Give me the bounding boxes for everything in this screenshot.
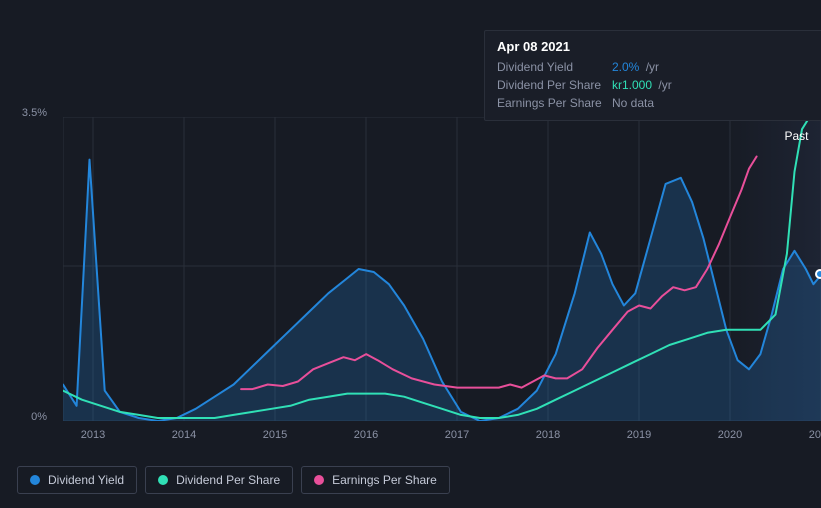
- tooltip-value: 2.0% /yr: [612, 60, 811, 74]
- chart-tooltip: Apr 08 2021 Dividend Yield2.0% /yrDivide…: [484, 30, 821, 121]
- tooltip-label: Dividend Yield: [497, 60, 612, 74]
- x-axis-label: 2013: [81, 429, 105, 441]
- x-axis-label: 2021: [809, 429, 821, 441]
- x-axis-label: 2019: [627, 429, 651, 441]
- legend-dot-icon: [158, 475, 168, 485]
- y-axis-label: 0%: [17, 411, 47, 423]
- y-axis-label: 3.5%: [17, 107, 47, 119]
- chart-plot[interactable]: [63, 117, 821, 421]
- x-axis-label: 2015: [263, 429, 287, 441]
- x-axis-label: 2014: [172, 429, 196, 441]
- tooltip-row: Dividend Per Sharekr1.000 /yr: [497, 76, 811, 94]
- tooltip-label: Dividend Per Share: [497, 78, 612, 92]
- legend-item[interactable]: Dividend Per Share: [145, 466, 293, 494]
- x-axis-label: 2016: [354, 429, 378, 441]
- legend-label: Dividend Per Share: [176, 473, 280, 487]
- chart-container: Apr 08 2021 Dividend Yield2.0% /yrDivide…: [17, 0, 804, 450]
- legend-label: Dividend Yield: [48, 473, 124, 487]
- series-end-marker: [815, 269, 821, 279]
- legend-label: Earnings Per Share: [332, 473, 437, 487]
- tooltip-row: Dividend Yield2.0% /yr: [497, 58, 811, 76]
- legend-item[interactable]: Earnings Per Share: [301, 466, 450, 494]
- tooltip-row: Earnings Per ShareNo data: [497, 94, 811, 112]
- x-axis-label: 2017: [445, 429, 469, 441]
- x-axis-label: 2020: [718, 429, 742, 441]
- past-label: Past: [784, 129, 808, 143]
- legend-dot-icon: [30, 475, 40, 485]
- legend-dot-icon: [314, 475, 324, 485]
- legend-item[interactable]: Dividend Yield: [17, 466, 137, 494]
- chart-legend: Dividend Yield Dividend Per Share Earnings…: [17, 466, 450, 494]
- tooltip-label: Earnings Per Share: [497, 96, 612, 110]
- tooltip-date: Apr 08 2021: [497, 39, 811, 54]
- tooltip-value: kr1.000 /yr: [612, 78, 811, 92]
- tooltip-value: No data: [612, 96, 811, 110]
- x-axis-label: 2018: [536, 429, 560, 441]
